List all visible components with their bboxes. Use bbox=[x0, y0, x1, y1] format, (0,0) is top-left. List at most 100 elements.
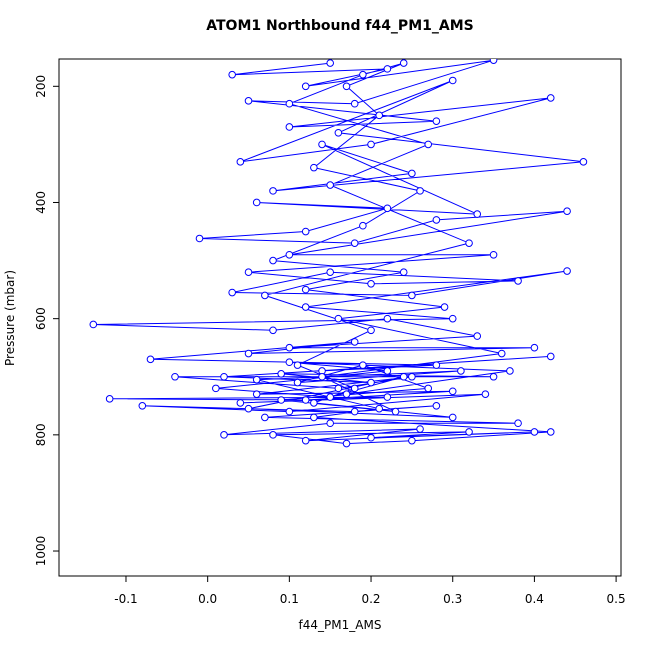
data-point bbox=[367, 378, 375, 387]
data-point bbox=[269, 187, 277, 195]
data-point bbox=[546, 428, 555, 436]
data-point bbox=[408, 436, 416, 445]
data-point bbox=[383, 65, 392, 73]
plot-area bbox=[89, 59, 588, 448]
data-point bbox=[301, 227, 310, 236]
data-point bbox=[424, 384, 433, 393]
data-point bbox=[416, 425, 424, 433]
plot-frame bbox=[58, 58, 622, 577]
data-point bbox=[293, 378, 302, 387]
data-point bbox=[432, 117, 441, 125]
x-tick-label: 0.1 bbox=[280, 592, 299, 606]
data-point bbox=[448, 413, 457, 422]
data-point bbox=[383, 367, 392, 375]
data-point bbox=[457, 367, 465, 375]
data-point bbox=[301, 436, 310, 445]
data-point bbox=[261, 291, 269, 300]
data-point bbox=[383, 314, 392, 323]
data-point bbox=[252, 375, 261, 384]
data-point bbox=[236, 158, 245, 166]
data-point bbox=[261, 413, 269, 422]
data-point bbox=[448, 387, 457, 396]
data-point bbox=[252, 390, 261, 398]
x-tick-label: 0.0 bbox=[198, 592, 217, 606]
data-point bbox=[473, 332, 482, 340]
x-tick-label: 0.3 bbox=[443, 592, 462, 606]
data-point bbox=[310, 399, 318, 407]
x-tick-label: 0.2 bbox=[361, 592, 380, 606]
data-point bbox=[285, 123, 294, 131]
data-point bbox=[432, 401, 441, 410]
data-point bbox=[220, 431, 228, 439]
data-point bbox=[285, 358, 294, 367]
data-point bbox=[342, 82, 351, 91]
x-tick-label: 0.4 bbox=[525, 592, 544, 606]
data-point bbox=[334, 314, 343, 323]
data-point bbox=[399, 268, 408, 276]
data-point bbox=[326, 59, 334, 67]
data-point bbox=[367, 433, 375, 442]
data-point bbox=[383, 204, 392, 213]
data-point bbox=[171, 372, 179, 381]
data-point bbox=[269, 256, 277, 265]
data-point bbox=[318, 140, 326, 149]
data-point bbox=[350, 239, 359, 247]
data-point bbox=[408, 372, 416, 381]
y-tick-label: 400 bbox=[34, 191, 48, 214]
data-point bbox=[342, 390, 351, 398]
data-point bbox=[195, 234, 204, 243]
data-point bbox=[146, 355, 155, 364]
data-point bbox=[448, 76, 457, 85]
data-point bbox=[383, 393, 392, 401]
data-point bbox=[350, 99, 359, 108]
data-point bbox=[277, 396, 285, 404]
data-point bbox=[285, 99, 294, 108]
x-axis-label: f44_PM1_AMS bbox=[299, 618, 382, 632]
data-point bbox=[269, 326, 277, 335]
data-point bbox=[301, 285, 310, 294]
data-point bbox=[105, 395, 114, 403]
data-point bbox=[579, 158, 588, 166]
data-point bbox=[350, 384, 359, 393]
data-point bbox=[244, 268, 253, 276]
data-point bbox=[359, 70, 367, 79]
data-point bbox=[293, 361, 302, 369]
data-point bbox=[375, 111, 384, 120]
data-point bbox=[228, 70, 236, 79]
data-point bbox=[465, 239, 473, 247]
data-point bbox=[514, 277, 522, 285]
data-point bbox=[367, 280, 375, 288]
data-point bbox=[301, 82, 310, 91]
x-tick-label: 0.5 bbox=[607, 592, 626, 606]
data-point bbox=[244, 349, 253, 358]
data-point bbox=[285, 343, 294, 352]
data-point bbox=[244, 97, 253, 105]
y-tick-label: 1000 bbox=[34, 536, 48, 567]
data-point bbox=[138, 401, 147, 410]
data-point bbox=[350, 407, 359, 416]
chart-title: ATOM1 Northbound f44_PM1_AMS bbox=[206, 18, 473, 34]
data-point bbox=[416, 187, 424, 195]
data-point bbox=[481, 390, 490, 398]
data-point bbox=[252, 198, 261, 207]
data-point bbox=[530, 343, 539, 352]
data-point bbox=[334, 128, 343, 137]
data-point bbox=[326, 393, 334, 401]
data-point bbox=[563, 267, 571, 275]
data-point bbox=[497, 349, 506, 358]
data-point bbox=[228, 288, 236, 297]
data-point bbox=[506, 367, 514, 375]
data-point bbox=[285, 250, 294, 259]
data-point bbox=[563, 207, 571, 215]
data-point bbox=[220, 372, 228, 381]
data-point bbox=[408, 291, 416, 300]
data-point bbox=[89, 320, 98, 329]
data-point bbox=[359, 361, 367, 369]
data-point bbox=[310, 163, 318, 172]
data-point bbox=[326, 268, 334, 276]
data-point bbox=[391, 407, 400, 416]
data-point bbox=[489, 250, 498, 259]
data-point bbox=[448, 314, 457, 323]
data-point bbox=[489, 372, 498, 381]
